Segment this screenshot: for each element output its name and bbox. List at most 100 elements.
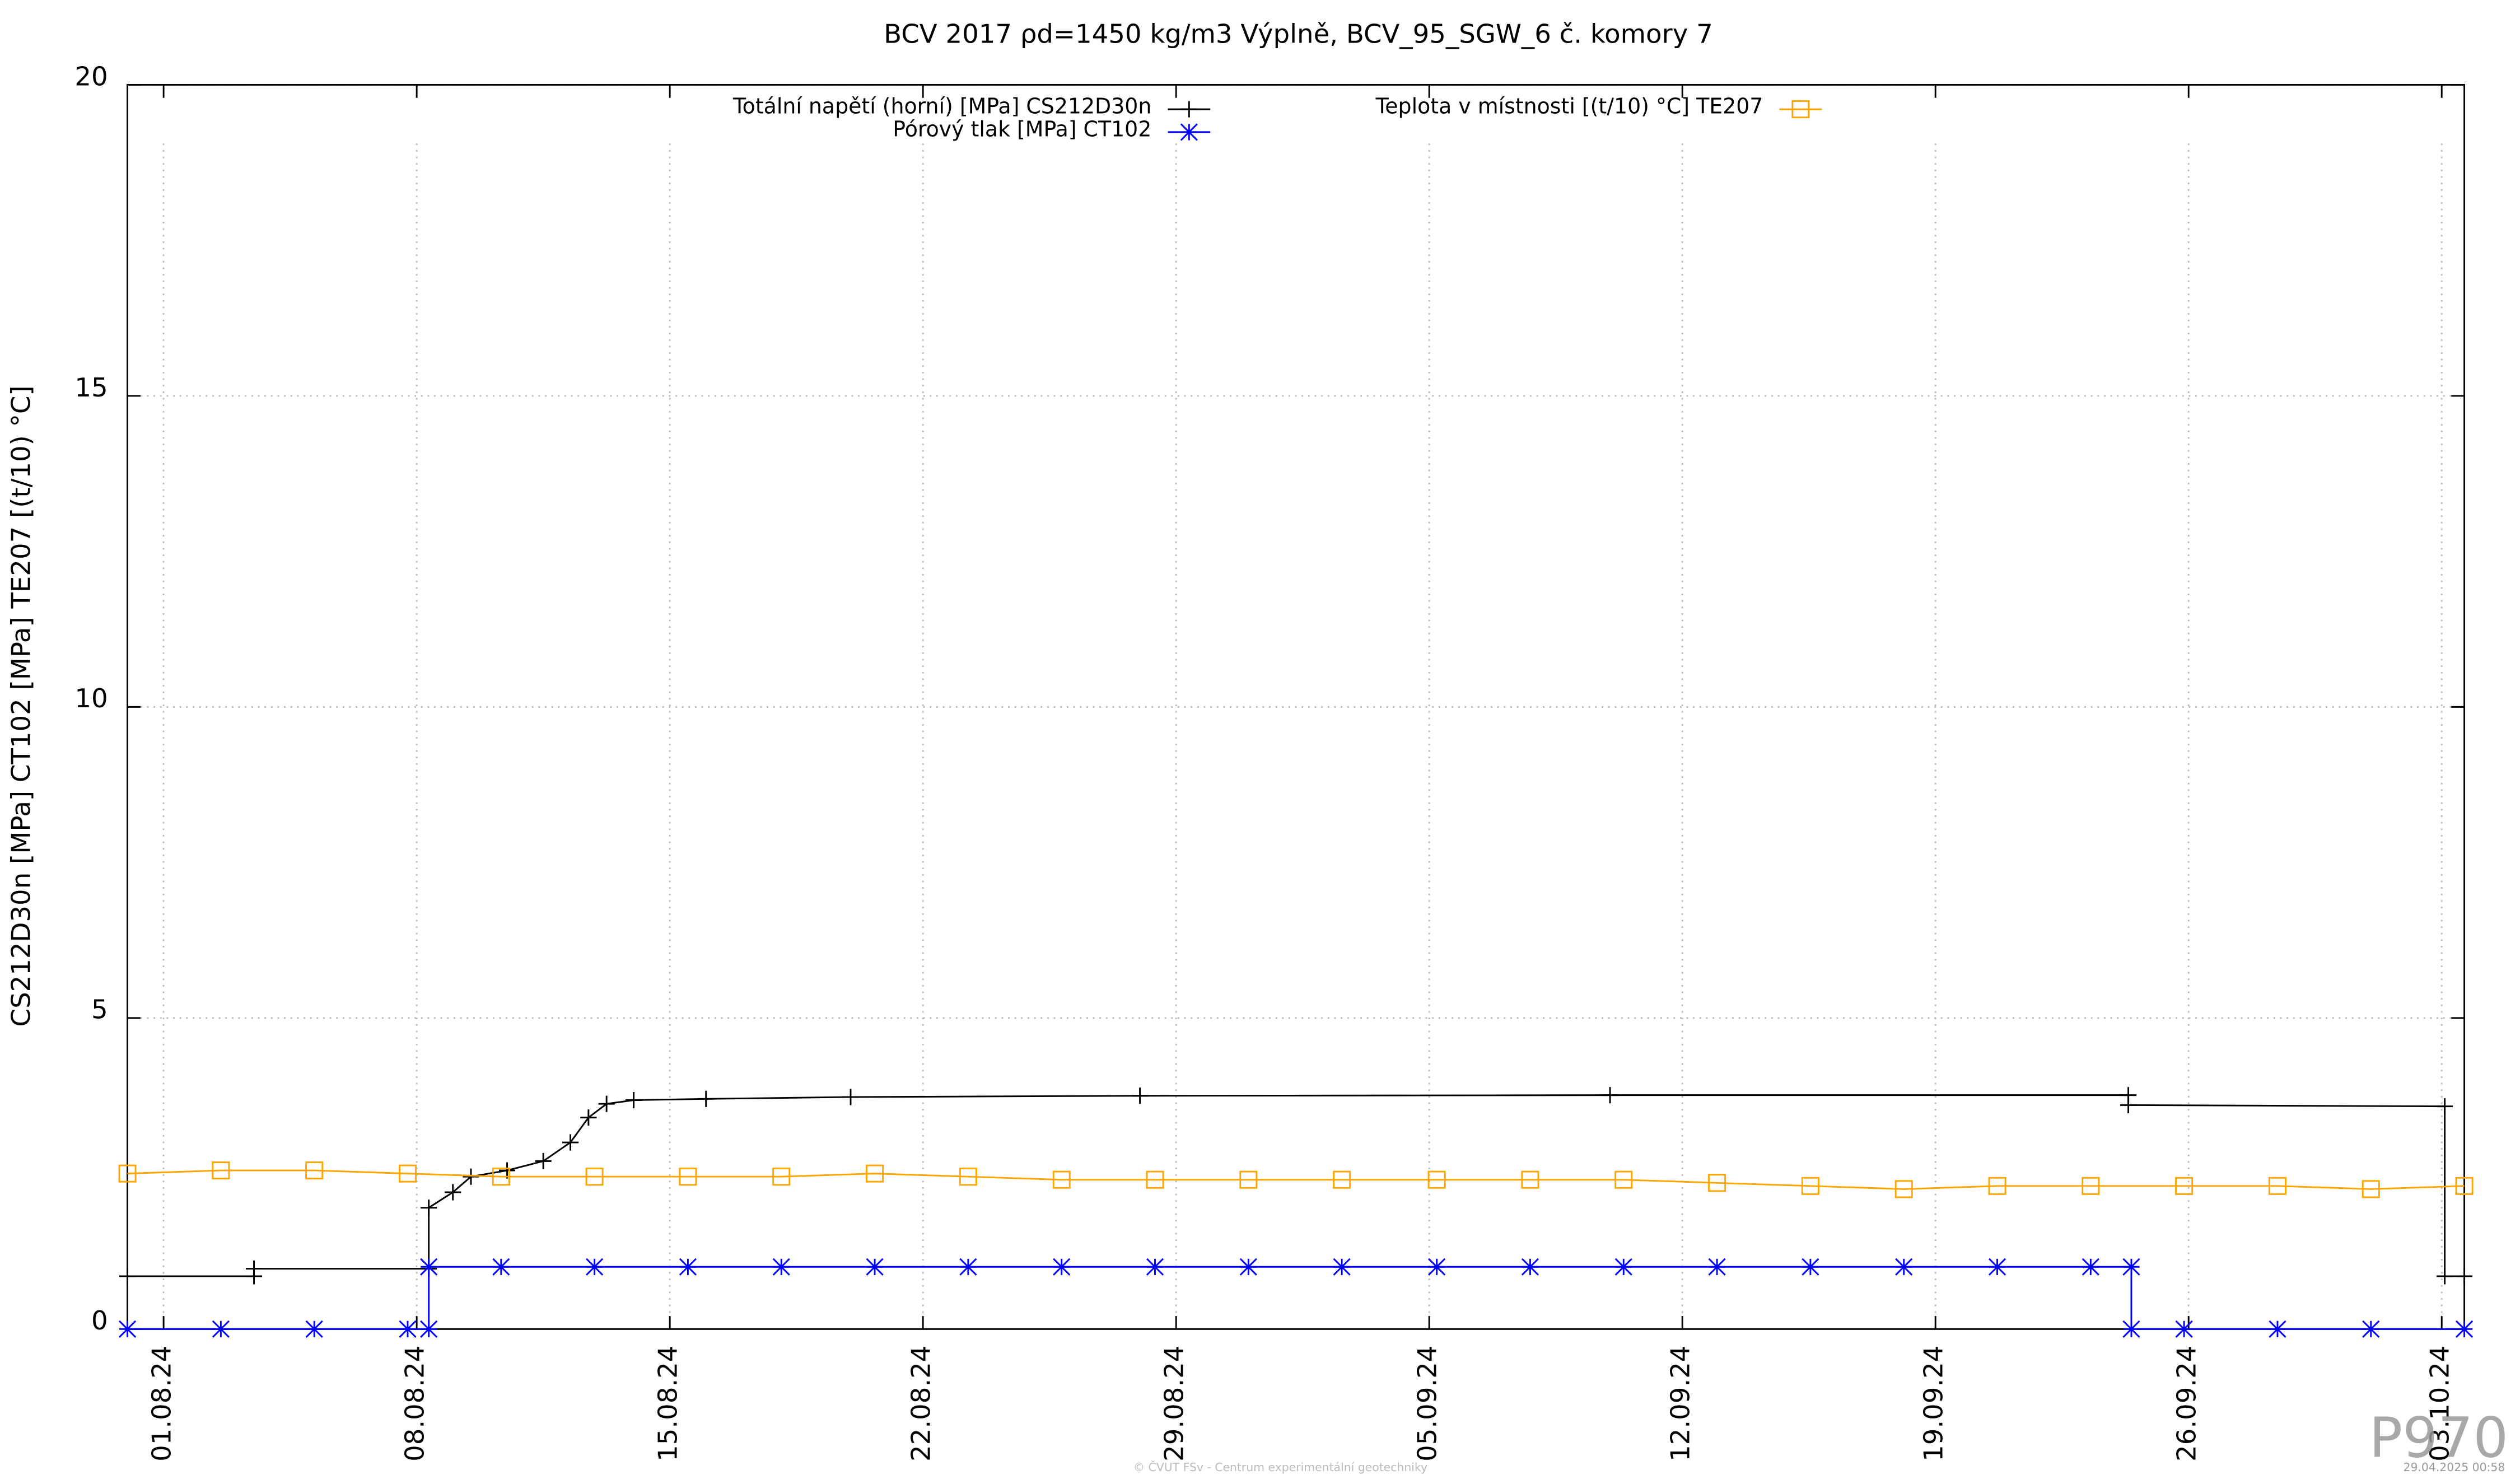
- marker-shape: [118, 1320, 137, 1338]
- marker: [626, 1091, 642, 1109]
- marker-shape: [698, 1090, 715, 1107]
- marker-shape: [2082, 1258, 2099, 1276]
- marker: [245, 1261, 263, 1277]
- marker: [1894, 1180, 1913, 1198]
- marker: [119, 1268, 136, 1285]
- marker: [1146, 1170, 1164, 1189]
- x-tick-label: 19.09.24: [1919, 1345, 1949, 1461]
- marker: [2455, 1320, 2474, 1338]
- marker-shape: [562, 1134, 579, 1151]
- marker: [586, 1258, 604, 1276]
- marker: [305, 1161, 324, 1180]
- marker-shape: [535, 1152, 552, 1169]
- x-tick-label: 03.10.24: [2425, 1345, 2455, 1461]
- marker-shape: [2268, 1177, 2286, 1195]
- marker: [2122, 1320, 2140, 1338]
- marker: [463, 1168, 479, 1185]
- marker-shape: [1052, 1170, 1071, 1189]
- marker: [1895, 1258, 1913, 1276]
- marker-shape: [772, 1168, 791, 1186]
- marker: [2362, 1320, 2380, 1338]
- marker-shape: [492, 1258, 510, 1276]
- marker: [698, 1090, 715, 1107]
- marker: [2456, 1268, 2473, 1285]
- marker-shape: [2437, 1098, 2453, 1115]
- marker: [1521, 1258, 1539, 1276]
- marker: [866, 1258, 884, 1276]
- series-line: [127, 1266, 2465, 1330]
- marker-shape: [772, 1258, 790, 1276]
- marker-shape: [1521, 1258, 1539, 1276]
- marker: [1802, 1258, 1819, 1276]
- marker-shape: [1333, 1170, 1351, 1189]
- marker: [398, 1164, 417, 1183]
- marker-shape: [2362, 1320, 2380, 1338]
- marker-shape: [1791, 100, 1810, 119]
- marker: [679, 1168, 697, 1186]
- marker: [420, 1258, 438, 1276]
- marker: [679, 1258, 697, 1276]
- marker-shape: [421, 1200, 437, 1216]
- marker-shape: [1132, 1088, 1149, 1104]
- marker: [1239, 1170, 1258, 1189]
- marker: [562, 1134, 579, 1151]
- marker: [2437, 1268, 2453, 1285]
- footer: © ČVUT FSv - Centrum experimentální geot…: [1133, 1460, 1427, 1474]
- marker-shape: [245, 1261, 263, 1277]
- marker: [580, 1109, 597, 1126]
- marker-shape: [1988, 1258, 2006, 1276]
- marker-shape: [1708, 1174, 1726, 1192]
- marker: [421, 1200, 437, 1216]
- marker-shape: [2455, 1320, 2474, 1338]
- marker: [1146, 1258, 1164, 1276]
- marker-shape: [679, 1168, 697, 1186]
- x-tick-label: 22.08.24: [906, 1345, 936, 1461]
- marker-shape: [1428, 1258, 1446, 1276]
- x-tick-label: 26.09.24: [2172, 1345, 2202, 1461]
- marker-shape: [1053, 1258, 1071, 1276]
- marker: [1333, 1258, 1351, 1276]
- marker: [959, 1168, 977, 1186]
- watermark: P970: [2369, 1406, 2509, 1471]
- y-tick-label: 5: [91, 995, 108, 1025]
- y-tick-label: 20: [74, 61, 108, 91]
- marker-shape: [626, 1091, 642, 1109]
- marker-shape: [399, 1320, 417, 1338]
- marker: [1428, 1258, 1446, 1276]
- marker: [585, 1168, 604, 1186]
- x-tick-label: 08.08.24: [400, 1345, 430, 1461]
- marker-shape: [585, 1168, 604, 1186]
- marker: [2455, 1177, 2474, 1195]
- marker-shape: [959, 1168, 977, 1186]
- x-tick-label: 29.08.24: [1159, 1345, 1189, 1461]
- marker: [305, 1320, 323, 1338]
- marker-shape: [1708, 1258, 1726, 1276]
- marker-shape: [420, 1258, 438, 1276]
- marker: [2175, 1177, 2194, 1195]
- marker-shape: [398, 1164, 417, 1183]
- marker: [1708, 1174, 1726, 1192]
- marker: [492, 1258, 510, 1276]
- marker-shape: [679, 1258, 697, 1276]
- series-line: [127, 1169, 2465, 1190]
- marker-shape: [1146, 1170, 1164, 1189]
- marker-shape: [1895, 1258, 1913, 1276]
- marker: [2082, 1258, 2099, 1276]
- y-axis-label: CS212D30n [MPa] CT102 [MPa] TE207 [(t/10…: [6, 385, 36, 1026]
- marker: [2120, 1096, 2137, 1113]
- marker: [2175, 1320, 2193, 1338]
- marker-shape: [118, 1164, 137, 1183]
- marker: [1801, 1177, 1819, 1195]
- x-tick-label: 15.08.24: [653, 1345, 683, 1461]
- marker: [1053, 1258, 1071, 1276]
- marker: [420, 1320, 438, 1338]
- marker-shape: [866, 1258, 884, 1276]
- marker-shape: [2122, 1320, 2140, 1338]
- marker: [2268, 1177, 2286, 1195]
- marker: [535, 1152, 552, 1169]
- plot-frame: [127, 83, 2466, 1330]
- marker-shape: [586, 1258, 604, 1276]
- marker-shape: [212, 1320, 230, 1338]
- x-tick-label: 01.08.24: [147, 1345, 177, 1461]
- marker: [2437, 1098, 2453, 1115]
